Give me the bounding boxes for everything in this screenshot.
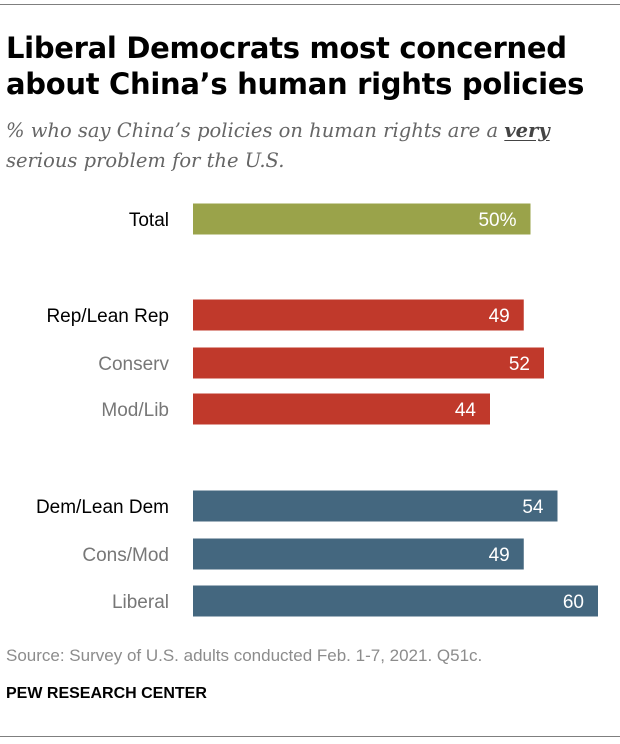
category-label-dem-lean-dem: Dem/Lean Dem [36,497,169,518]
category-label-rep-lean-rep: Rep/Lean Rep [46,306,169,327]
bar-conserv [193,347,544,379]
value-label-liberal: 60 [563,592,584,613]
value-label-conserv: 52 [509,354,530,375]
category-label-conserv: Conserv [98,354,169,375]
chart-title: Liberal Democrats most concerned about C… [6,31,585,101]
subtitle-emphasis: very [504,119,550,142]
top-rule [0,4,620,5]
category-label-liberal: Liberal [112,592,169,613]
organization-label: PEW RESEARCH CENTER [6,685,207,702]
bar-liberal [193,585,598,617]
bar-dem-lean-dem [193,490,558,522]
chart-subtitle: % who say China’s policies on human righ… [6,116,606,176]
value-label-total: 50% [478,210,516,231]
bottom-rule [0,736,620,737]
value-label-mod-lib: 44 [455,400,477,421]
bar-chart: Total 50% Rep/Lean Rep 49 Conserv 52 Mod/Lib 44… [36,203,598,617]
category-label-cons-mod: Cons/Mod [82,545,169,566]
bar-rep-lean-rep [193,299,524,331]
value-label-cons-mod: 49 [489,545,510,566]
category-label-mod-lib: Mod/Lib [101,400,169,421]
bar-mod-lib [193,393,490,425]
source-note: Source: Survey of U.S. adults conducted … [6,646,483,665]
bar-cons-mod [193,538,524,570]
value-label-rep-lean-rep: 49 [489,306,510,327]
subtitle-text-after: serious problem for the U.S. [6,149,285,172]
bar-total [193,203,531,235]
category-label-total: Total [129,210,169,231]
value-label-dem-lean-dem: 54 [522,497,544,518]
subtitle-text-before: % who say China’s policies on human righ… [6,119,505,142]
